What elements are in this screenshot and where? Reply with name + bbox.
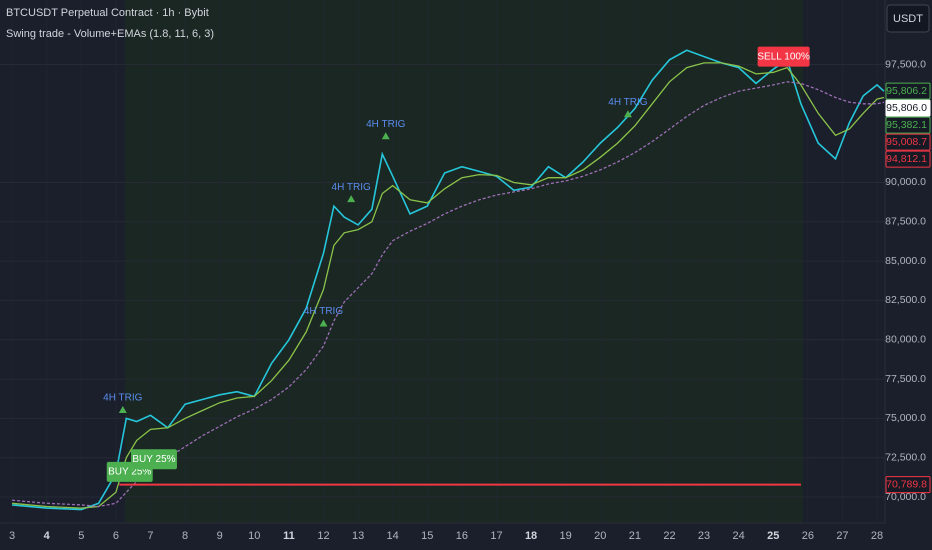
- trigger-marker: [381, 132, 390, 140]
- x-tick-label: 26: [802, 530, 814, 542]
- y-tick-label: 70,000.0: [885, 491, 926, 503]
- series-line: [12, 81, 885, 508]
- trigger-marker: [347, 195, 356, 203]
- x-tick-label: 27: [836, 530, 848, 542]
- x-tick-label: 13: [352, 530, 364, 542]
- x-tick-label: 7: [147, 530, 153, 542]
- x-tick-label: 21: [629, 530, 641, 542]
- x-tick-label: 24: [733, 530, 745, 542]
- x-tick-label: 3: [9, 530, 15, 542]
- grid: [0, 0, 885, 523]
- series-line: [12, 49, 885, 511]
- y-tick-label: 80,000.0: [885, 334, 926, 346]
- x-tick-label: 15: [421, 530, 433, 542]
- price-label-box: [885, 476, 931, 494]
- x-tick-label: 25: [767, 530, 779, 542]
- price-label: 95,008.7: [886, 136, 927, 148]
- price-label-box: [885, 133, 931, 151]
- x-tick-label: 23: [698, 530, 710, 542]
- x-tick-label: 10: [248, 530, 260, 542]
- price-label-box: [885, 116, 931, 134]
- x-tick-label: 14: [387, 530, 399, 542]
- currency-button-label[interactable]: USDT: [893, 13, 923, 25]
- y-tick-label: 87,500.0: [885, 216, 926, 228]
- x-tick-label: 20: [594, 530, 606, 542]
- price-label-box: [885, 82, 931, 100]
- x-tick-label: 19: [560, 530, 572, 542]
- price-label-box: [885, 150, 931, 168]
- trigger-marker: [118, 405, 127, 413]
- trigger-marker: [319, 319, 328, 327]
- buy-label: BUY 25%: [108, 467, 151, 478]
- price-label-box: [885, 99, 931, 117]
- x-tick-label: 6: [113, 530, 119, 542]
- buy-marker: [130, 449, 177, 470]
- x-tick-label: 5: [78, 530, 84, 542]
- buy-label: BUY 25%: [132, 454, 175, 465]
- price-label: 95,382.1: [886, 119, 927, 131]
- series-line: [12, 62, 885, 509]
- y-tick-label: 97,500.0: [885, 58, 926, 70]
- x-tick-label: 4: [44, 530, 51, 542]
- chart-title: BTCUSDT Perpetual Contract · 1h · Bybit: [6, 7, 209, 19]
- x-tick-label: 28: [871, 530, 883, 542]
- x-tick-label: 9: [217, 530, 223, 542]
- x-tick-label: 22: [663, 530, 675, 542]
- y-tick-label: 72,500.0: [885, 452, 926, 464]
- price-label: 95,806.0: [886, 102, 927, 114]
- trigger-label: 4H TRIG: [304, 306, 343, 317]
- trigger-marker: [623, 110, 632, 118]
- chart-subtitle: Swing trade - Volume+EMAs (1.8, 11, 6, 3…: [6, 28, 214, 40]
- currency-button[interactable]: [886, 4, 930, 33]
- y-tick-label: 90,000.0: [885, 176, 926, 188]
- price-label: 70,789.8: [886, 478, 927, 490]
- x-tick-label: 12: [317, 530, 329, 542]
- price-label: 95,806.2: [886, 85, 927, 97]
- price-label: 94,812.1: [886, 153, 927, 165]
- trigger-label: 4H TRIG: [366, 119, 405, 130]
- trigger-label: 4H TRIG: [608, 97, 647, 108]
- x-tick-label: 18: [525, 530, 537, 542]
- y-tick-label: 75,000.0: [885, 412, 926, 424]
- x-tick-label: 11: [283, 530, 295, 542]
- y-tick-label: 82,500.0: [885, 294, 926, 306]
- trigger-label: 4H TRIG: [103, 393, 142, 404]
- trigger-label: 4H TRIG: [332, 182, 371, 193]
- x-tick-label: 8: [182, 530, 188, 542]
- sell-label: SELL 100%: [757, 51, 810, 62]
- axes: 70,000.0 72,500.0 75,000.0 77,500.0 80,000.0…: [9, 58, 931, 542]
- y-tick-label: 85,000.0: [885, 255, 926, 267]
- x-tick-label: 17: [490, 530, 502, 542]
- plot: 4H TRIG 4H TRIG 4H TRIG 4H TRIG 4H TRIG SELL …: [12, 46, 885, 511]
- sell-marker: [757, 46, 810, 67]
- y-tick-label: 77,500.0: [885, 373, 926, 385]
- x-tick-label: 16: [456, 530, 468, 542]
